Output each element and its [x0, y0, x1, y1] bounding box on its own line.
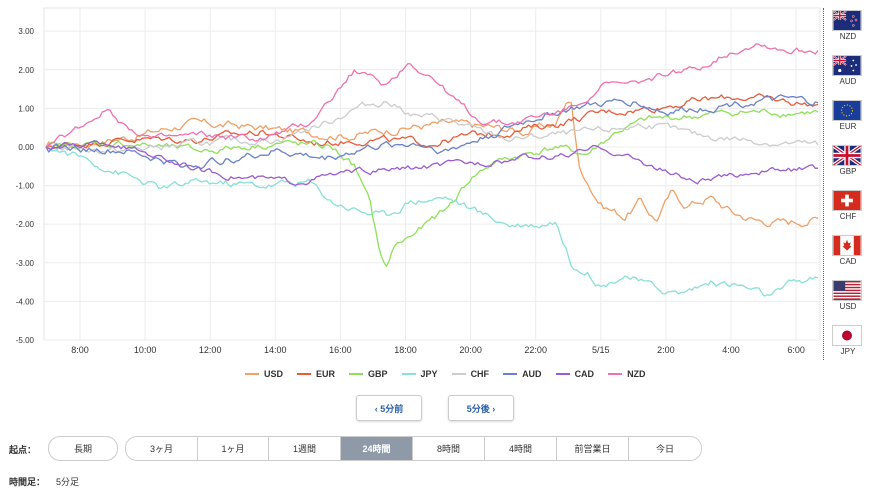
legend-swatch: [297, 373, 312, 375]
y-tick-label: 1.00: [18, 104, 34, 113]
period-option[interactable]: 24時間: [341, 437, 413, 460]
flag-nzd[interactable]: NZD: [832, 10, 864, 41]
us-flag-icon: [832, 280, 862, 301]
period-option[interactable]: 今日: [629, 437, 701, 460]
x-tick-label: 20:00: [459, 345, 482, 355]
legend-label: GBP: [368, 369, 388, 379]
nz-flag-icon: [832, 10, 862, 31]
flag-code-usd: USD: [839, 302, 857, 311]
legend-item-usd[interactable]: USD: [245, 369, 283, 379]
long-term-button[interactable]: 長期: [48, 436, 118, 461]
legend-item-aud[interactable]: AUD: [503, 369, 542, 379]
legend-swatch: [401, 373, 416, 375]
flag-code-jpy: JPY: [840, 347, 856, 356]
y-tick-label: 0.00: [18, 143, 34, 152]
legend-label: CHF: [470, 369, 490, 379]
x-tick-label: 6:00: [787, 345, 805, 355]
y-tick-label: -1.00: [16, 182, 35, 191]
y-tick-label: -2.00: [16, 220, 35, 229]
legend-item-chf[interactable]: CHF: [451, 369, 490, 379]
legend-swatch: [503, 373, 518, 375]
legend-label: CAD: [574, 369, 595, 379]
chart-legend: USD EUR GBP JPY CHF AUD CAD NZD: [245, 367, 646, 381]
y-tick-label: -4.00: [16, 297, 35, 306]
flag-eur[interactable]: EUR: [832, 100, 864, 131]
series-line-chf: [45, 101, 819, 154]
legend-swatch: [608, 373, 623, 375]
legend-item-nzd[interactable]: NZD: [608, 369, 646, 379]
flag-cad[interactable]: CAD: [832, 235, 864, 266]
next-5min-button[interactable]: 5分後 ›: [448, 395, 514, 421]
interval-label: 時間足：: [9, 477, 46, 487]
period-option[interactable]: 前営業日: [557, 437, 629, 460]
legend-swatch: [451, 373, 466, 375]
legend-label: AUD: [522, 369, 542, 379]
series-line-aud: [45, 94, 819, 170]
x-tick-label: 12:00: [199, 345, 222, 355]
flag-code-cad: CAD: [839, 257, 857, 266]
period-option[interactable]: 8時間: [413, 437, 485, 460]
interval-value: 5分足: [56, 477, 80, 487]
flag-aud[interactable]: AUD: [832, 55, 864, 86]
y-tick-label: 3.00: [18, 27, 34, 36]
y-tick-label: -3.00: [16, 259, 35, 268]
x-tick-label: 5/15: [592, 345, 610, 355]
x-tick-label: 18:00: [394, 345, 417, 355]
eu-flag-icon: [832, 100, 862, 121]
x-tick-label: 22:00: [524, 345, 547, 355]
x-tick-label: 14:00: [264, 345, 287, 355]
series-line-nzd: [45, 43, 819, 148]
ch-flag-icon: [832, 190, 862, 211]
y-tick-label: -5.00: [16, 336, 35, 345]
legend-item-eur[interactable]: EUR: [297, 369, 335, 379]
prev-5min-button[interactable]: ‹ 5分前: [356, 395, 422, 421]
x-tick-label: 10:00: [134, 345, 157, 355]
flag-usd[interactable]: USD: [832, 280, 864, 311]
legend-item-jpy[interactable]: JPY: [401, 369, 438, 379]
x-tick-label: 2:00: [657, 345, 675, 355]
legend-label: NZD: [627, 369, 646, 379]
strength-line-chart: 8:00 10:00 12:00 14:00 16:00 18:00 20:00 22:00 5…: [16, 7, 821, 355]
flag-jpy[interactable]: JPY: [832, 325, 864, 356]
period-selector: 3ヶ月 1ヶ月 1週間 24時間 8時間 4時間 前営業日 今日: [125, 436, 702, 461]
currency-flag-panel: NZD AUD EUR GBP: [823, 8, 869, 360]
x-tick-label: 8:00: [71, 345, 89, 355]
period-option[interactable]: 1週間: [269, 437, 341, 460]
legend-swatch: [349, 373, 364, 375]
x-tick-label: 4:00: [722, 345, 740, 355]
legend-label: EUR: [316, 369, 336, 379]
flag-gbp[interactable]: GBP: [832, 145, 864, 176]
legend-item-gbp[interactable]: GBP: [349, 369, 388, 379]
jp-flag-icon: [832, 325, 862, 346]
period-option[interactable]: 1ヶ月: [198, 437, 269, 460]
x-tick-label: 16:00: [329, 345, 352, 355]
legend-label: USD: [264, 369, 284, 379]
start-point-label: 起点：: [9, 445, 37, 455]
ca-flag-icon: [832, 235, 862, 256]
legend-label: JPY: [420, 369, 438, 379]
series-line-jpy: [45, 146, 819, 297]
uk-flag-icon: [832, 145, 862, 166]
series-line-cad: [45, 140, 819, 186]
flag-code-gbp: GBP: [839, 167, 857, 176]
flag-chf[interactable]: CHF: [832, 190, 864, 221]
flag-code-aud: AUD: [839, 77, 857, 86]
period-option[interactable]: 3ヶ月: [126, 437, 198, 460]
period-option[interactable]: 4時間: [485, 437, 557, 460]
flag-code-chf: CHF: [839, 212, 857, 221]
plot-area: [43, 7, 821, 341]
legend-swatch: [245, 373, 259, 375]
au-flag-icon: [832, 55, 862, 76]
y-tick-label: 2.00: [18, 66, 34, 75]
legend-item-cad[interactable]: CAD: [555, 369, 595, 379]
series-line-eur: [45, 93, 819, 150]
series-line-usd: [45, 101, 819, 228]
legend-swatch: [555, 373, 570, 375]
flag-code-nzd: NZD: [839, 32, 857, 41]
flag-code-eur: EUR: [839, 122, 857, 131]
